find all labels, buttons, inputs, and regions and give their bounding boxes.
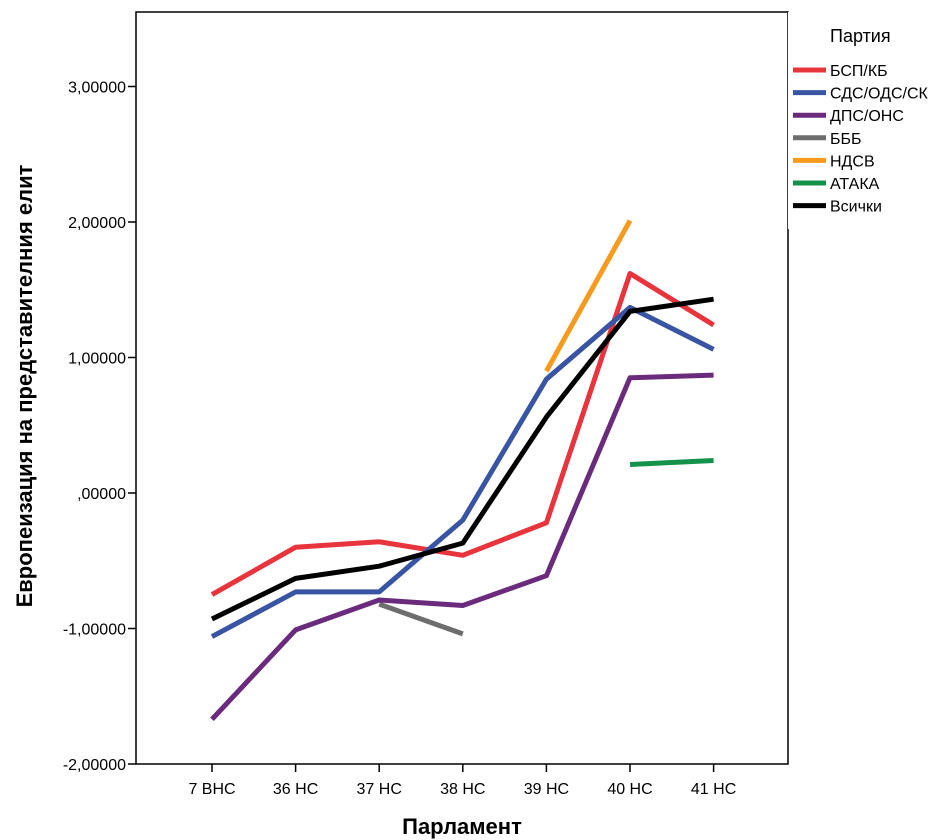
y-tick-label: 2,00000 bbox=[68, 215, 126, 232]
series-line-7 bbox=[210, 296, 714, 622]
y-tick-label: 1,00000 bbox=[68, 351, 126, 368]
legend-label: НДСВ bbox=[830, 153, 875, 170]
legend-label: АТАКА bbox=[830, 176, 880, 193]
legend-label: Всички bbox=[830, 199, 882, 216]
legend-label: ДПС/ОНС bbox=[830, 108, 904, 125]
x-tick-label: 38 НС bbox=[440, 781, 485, 798]
legend-label: БББ bbox=[830, 131, 862, 148]
legend: Партия БСП/КБ СДС/ОДС/СК ДПС/ОНС БББ НДСВ АТА… bbox=[788, 12, 946, 229]
plot-frame bbox=[135, 11, 789, 765]
series-line-1 bbox=[210, 271, 715, 597]
x-axis: 7 ВНС 36 НС 37 НС 38 НС 39 НС 40 НС 41 НС bbox=[188, 764, 736, 798]
series-lines bbox=[210, 219, 715, 722]
x-tick-label: 40 НС bbox=[607, 781, 652, 798]
x-tick-label: 39 НС bbox=[524, 781, 569, 798]
x-tick-label: 37 НС bbox=[357, 781, 402, 798]
legend-title: Партия bbox=[830, 26, 891, 46]
series-line-2 bbox=[210, 304, 715, 639]
series-line-6 bbox=[629, 458, 714, 467]
y-tick-label: ,00000 bbox=[77, 486, 126, 503]
series-line-5 bbox=[544, 219, 633, 373]
y-tick-label: -2,00000 bbox=[63, 757, 126, 774]
series-line-4 bbox=[378, 601, 464, 637]
y-axis: -2,00000 -1,00000 ,00000 1,00000 2,00000 3,00… bbox=[63, 80, 136, 774]
legend-label: СДС/ОДС/СК bbox=[830, 86, 929, 103]
x-tick-label: 36 НС bbox=[273, 781, 318, 798]
x-axis-title: Парламент bbox=[402, 814, 522, 839]
x-tick-label: 41 НС bbox=[691, 781, 736, 798]
y-axis-title: Европеизация на представителния елит bbox=[12, 164, 37, 607]
x-tick-label: 7 ВНС bbox=[188, 781, 235, 798]
legend-items: БСП/КБ СДС/ОДС/СК ДПС/ОНС БББ НДСВ АТАКА Всичк… bbox=[793, 63, 929, 216]
legend-box bbox=[788, 12, 946, 229]
y-tick-label: -1,00000 bbox=[63, 622, 126, 639]
series-line-3 bbox=[210, 372, 714, 722]
legend-label: БСП/КБ bbox=[830, 63, 888, 80]
y-tick-label: 3,00000 bbox=[68, 80, 126, 97]
